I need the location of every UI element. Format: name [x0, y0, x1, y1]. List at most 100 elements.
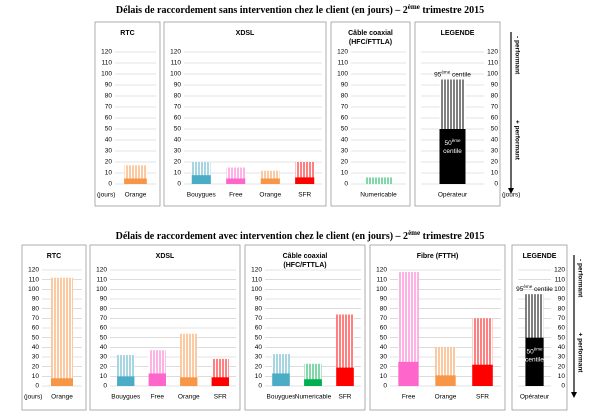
- label: 95ème centile: [434, 69, 471, 78]
- unit-label: (jours): [24, 394, 42, 401]
- performance-high: + performant: [576, 333, 583, 374]
- label-part: centile: [443, 148, 462, 155]
- y-tick-label: 50: [341, 126, 349, 133]
- label-part: 50: [444, 140, 452, 147]
- y-tick-label: 30: [105, 148, 113, 155]
- y-tick-label: 40: [341, 137, 349, 144]
- x-tick-label: Bouygues: [267, 394, 297, 401]
- y-tick-label: 50: [380, 334, 388, 341]
- y-tick-label: 90: [100, 296, 108, 303]
- y-tick-label: 70: [105, 104, 113, 111]
- median-bar: [472, 364, 493, 386]
- y-tick-label: 70: [341, 104, 349, 111]
- p95-bar: [398, 271, 419, 386]
- performance-high: + performant: [513, 120, 520, 161]
- label-sup: ème: [408, 3, 420, 11]
- label: 50ème centile: [525, 346, 544, 363]
- y-tick-label: 110: [97, 276, 108, 283]
- unit-label: (jours): [502, 192, 520, 199]
- y-tick-label: 50: [105, 126, 113, 133]
- y-tick-label: 120: [28, 267, 39, 274]
- y-tick-label: 80: [32, 305, 40, 312]
- y-tick-label: 10: [32, 373, 40, 380]
- y-tick-label: 80: [100, 305, 108, 312]
- y-tick-label: 100: [101, 71, 112, 78]
- chart-title: Délais de raccordement sans intervention…: [116, 3, 484, 17]
- y-tick-label: 80: [558, 305, 566, 312]
- y-tick-label: 100: [376, 286, 387, 293]
- label-part: 50: [526, 348, 534, 355]
- label-part: Délais de raccordement avec intervention…: [116, 231, 408, 242]
- median-bar: [117, 376, 135, 386]
- y-tick-label: 90: [174, 82, 182, 89]
- x-tick-label: Free: [402, 394, 416, 401]
- y-tick-label: 50: [558, 334, 566, 341]
- y-tick-label: 30: [255, 354, 263, 361]
- panel-title: Câble coaxial: [348, 30, 393, 37]
- y-tick-label: 10: [105, 170, 113, 177]
- y-tick-label: 110: [171, 60, 182, 67]
- arrow-head: [571, 392, 577, 398]
- panel-title: LEGENDE: [523, 253, 557, 260]
- y-tick-label: 60: [491, 115, 499, 122]
- panel-frame: [330, 21, 411, 207]
- y-tick-label: 20: [558, 363, 566, 370]
- y-tick-label: 0: [177, 181, 181, 188]
- chart-title: Délais de raccordement avec intervention…: [116, 229, 485, 243]
- y-tick-label: 90: [105, 82, 113, 89]
- y-tick-label: 110: [338, 60, 349, 67]
- y-tick-label: 30: [558, 354, 566, 361]
- median-bar: [51, 378, 73, 386]
- x-tick-label: Bouygues: [187, 192, 217, 199]
- y-tick-label: 60: [341, 115, 349, 122]
- panel-title: LEGENDE: [441, 30, 475, 37]
- x-tick-label: Orange: [259, 192, 281, 199]
- y-tick-label: 70: [174, 104, 182, 111]
- y-tick-label: 20: [32, 363, 40, 370]
- y-tick-label: 100: [337, 71, 348, 78]
- y-tick-label: 10: [100, 373, 108, 380]
- label-sup: ème: [452, 138, 461, 143]
- label-sup: ème: [408, 229, 420, 237]
- y-tick-label: 0: [258, 383, 262, 390]
- x-tick-label: Numericable: [360, 192, 397, 199]
- y-tick-label: 20: [380, 363, 388, 370]
- y-tick-label: 20: [341, 159, 349, 166]
- y-tick-label: 80: [105, 93, 113, 100]
- y-tick-label: 100: [28, 286, 39, 293]
- y-tick-label: 80: [255, 305, 263, 312]
- panel-title: RTC: [47, 253, 61, 260]
- median-bar: [525, 337, 544, 386]
- y-tick-label: 10: [491, 170, 499, 177]
- y-tick-label: 10: [380, 373, 388, 380]
- label-part: trimestre 2015: [420, 5, 484, 16]
- y-tick-label: 40: [105, 137, 113, 144]
- performance-low: - performant: [513, 36, 520, 75]
- y-tick-label: 120: [337, 49, 348, 56]
- median-bar: [435, 375, 456, 386]
- median-bar: [336, 367, 354, 386]
- x-tick-label: Free: [151, 394, 165, 401]
- label: 95ème centile: [516, 284, 553, 293]
- x-tick-label: SFR: [298, 192, 311, 199]
- y-tick-label: 90: [341, 82, 349, 89]
- y-tick-label: 50: [32, 334, 40, 341]
- y-tick-label: 110: [377, 276, 388, 283]
- label-part: centile: [450, 71, 471, 78]
- y-tick-label: 10: [341, 170, 349, 177]
- y-tick-label: 40: [32, 344, 40, 351]
- y-tick-label: 0: [103, 383, 107, 390]
- y-tick-label: 40: [491, 137, 499, 144]
- label-part: 95: [434, 71, 442, 78]
- y-tick-label: 90: [558, 296, 566, 303]
- y-tick-label: 90: [380, 296, 388, 303]
- x-tick-label: Orange: [435, 394, 457, 401]
- median-bar: [124, 178, 147, 184]
- y-tick-label: 60: [558, 325, 566, 332]
- panel-title: XDSL: [156, 253, 175, 260]
- y-tick-label: 40: [100, 344, 108, 351]
- y-tick-label: 110: [555, 276, 566, 283]
- y-tick-label: 120: [376, 267, 387, 274]
- y-tick-label: 30: [100, 354, 108, 361]
